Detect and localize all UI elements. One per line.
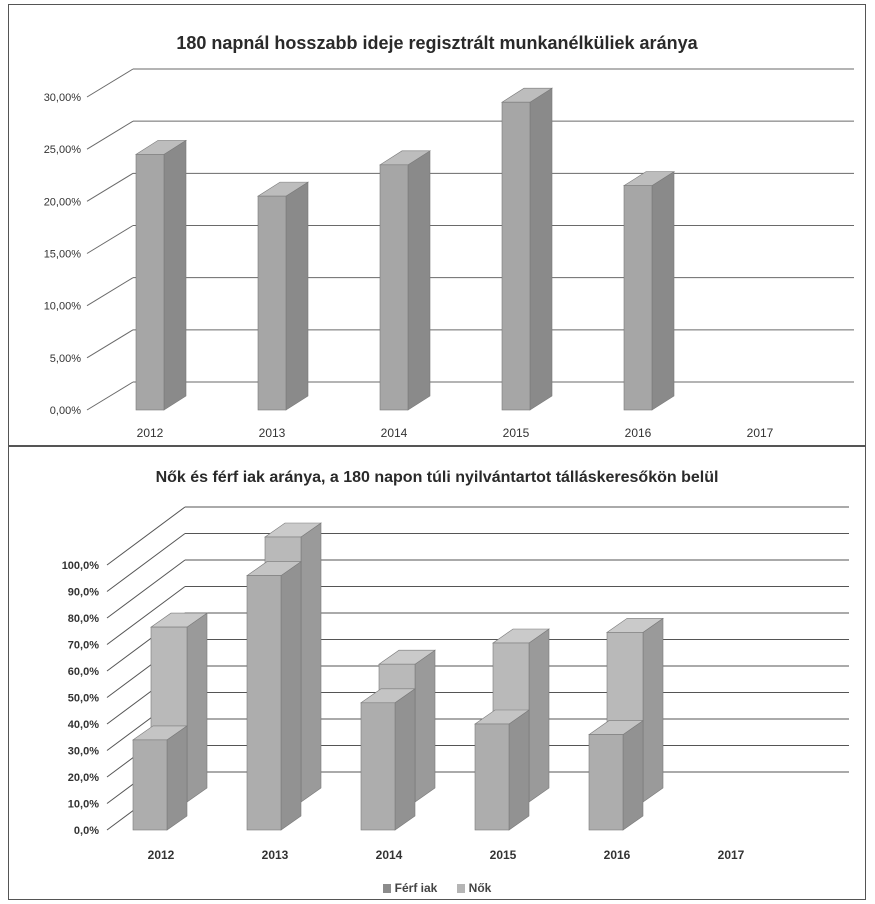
x-tick-label: 2016 [604,848,631,862]
bar-series-1 [132,725,188,831]
y-tick-label: 80,0% [68,613,99,625]
bar [256,181,310,411]
y-gridline-diag [86,277,134,307]
x-tick-label: 2015 [490,848,517,862]
bar [134,139,188,411]
x-tick-label: 2016 [625,426,652,440]
legend-item-ferfiak: Férf iak [382,881,438,895]
legend-label-nok: Nők [468,881,492,895]
chart-2-plot: 0,0% 10,0% 20,0% 30,0% 40,0% 50,0% 60,0% 70,0% 8… [62,506,849,862]
chart-2-legend: Férf iak Nők [9,881,865,895]
bar [500,87,554,411]
chart-panel-2: Nők és férf iak aránya, a 180 napon túli… [8,446,866,900]
y-tick-label: 50,0% [68,693,99,705]
x-tick-label: 2014 [381,426,408,440]
y-tick-label: 5,00% [50,353,81,365]
legend-swatch-ferfiak [382,884,391,893]
x-tick-label: 2015 [503,426,530,440]
legend-item-nok: Nők [456,881,492,895]
y-tick-label: 60,0% [68,666,99,678]
x-tick-label: 2014 [376,848,403,862]
legend-label-ferfiak: Férf iak [394,881,438,895]
y-gridline-diag [86,120,134,150]
chart-panel-1: 180 napnál hosszabb ideje regisztrált mu… [8,4,866,446]
y-tick-label: 10,00% [44,301,82,313]
x-tick-label: 2012 [148,848,175,862]
y-tick-label: 20,0% [68,772,99,784]
x-tick-label: 2013 [262,848,289,862]
x-tick-label: 2017 [718,848,745,862]
y-gridline-diag [106,506,186,566]
y-gridline-diag [86,68,134,98]
y-tick-label: 40,0% [68,719,99,731]
bar-series-1 [474,709,530,831]
y-gridline-diag [106,533,186,592]
y-gridline-diag [86,225,134,254]
y-tick-label: 0,0% [74,825,99,837]
bar-series-1 [360,688,416,831]
y-tick-label: 20,00% [44,196,82,208]
y-tick-label: 100,0% [62,560,100,572]
y-gridline-diag [86,381,134,411]
y-tick-label: 15,00% [44,249,82,261]
y-tick-label: 70,0% [68,640,99,652]
y-tick-label: 25,00% [44,144,82,156]
bar [378,150,432,411]
x-tick-label: 2017 [747,426,774,440]
y-gridline-diag [86,329,134,359]
legend-swatch-nok [456,884,465,893]
chart-1-title: 180 napnál hosszabb ideje regisztrált mu… [176,33,698,53]
y-tick-label: 0,00% [50,405,81,417]
y-gridline-diag [106,586,186,645]
y-gridline-diag [86,172,134,202]
chart-2-title: Nők és férf iak aránya, a 180 napon túli… [155,469,719,486]
x-tick-label: 2013 [259,426,286,440]
y-tick-label: 30,0% [68,746,99,758]
y-tick-label: 90,0% [68,587,99,599]
y-gridline-diag [106,559,186,619]
y-tick-label: 10,0% [68,799,99,811]
chart-1-plot: 0,00% 5,00% 10,00% 15,00% 20,00% 25,00% 30,00%… [44,68,854,440]
bar-series-1 [588,720,644,831]
bar-series-1 [246,561,302,831]
x-tick-label: 2012 [137,426,164,440]
y-tick-label: 30,00% [44,92,82,104]
bar [622,171,676,411]
